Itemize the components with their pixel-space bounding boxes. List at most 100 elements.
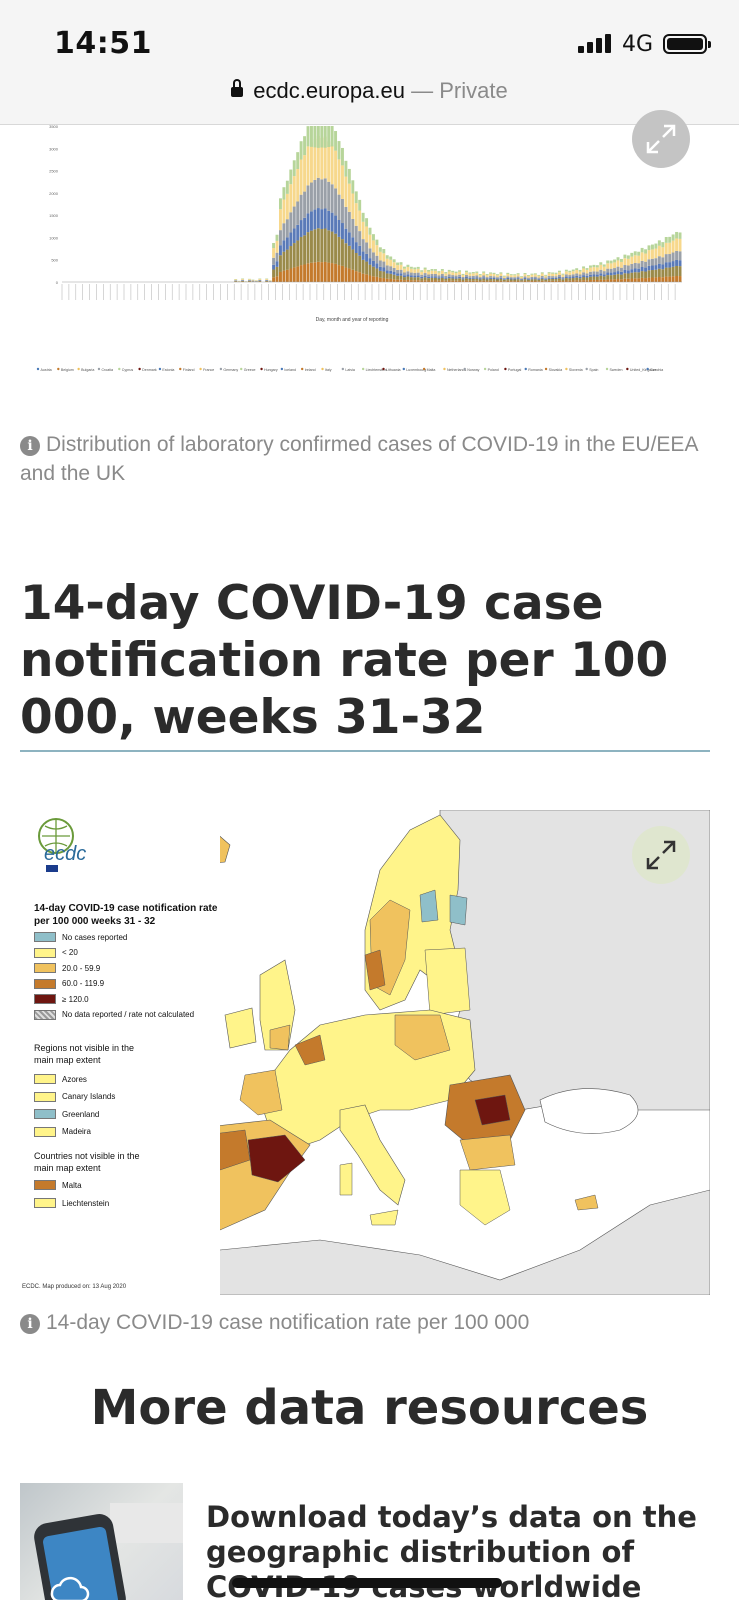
bar-segment — [351, 194, 354, 219]
bar-segment — [365, 254, 368, 262]
bar-segment — [441, 278, 444, 281]
bar-segment — [537, 276, 540, 278]
bar-segment — [286, 237, 289, 249]
bar-segment — [393, 279, 396, 282]
bar-segment — [496, 274, 499, 275]
bar-segment — [561, 277, 564, 279]
bar-segment — [603, 264, 606, 266]
legend-swatch — [34, 979, 56, 989]
bar-segment — [406, 271, 409, 274]
bar-segment — [610, 269, 613, 273]
bar-segment — [582, 277, 585, 280]
bar-segment — [338, 237, 341, 265]
bar-segment — [582, 275, 585, 277]
bar-segment — [444, 278, 447, 279]
bar-segment — [679, 239, 682, 251]
bar-segment — [506, 276, 509, 278]
bar-segment — [307, 146, 310, 185]
bar-segment — [551, 278, 554, 279]
covid-rate-map[interactable]: ecdc 14-day COVID-19 case notification r… — [20, 810, 710, 1295]
legend-marker — [586, 368, 588, 370]
bar-segment — [393, 259, 396, 262]
bar-segment — [386, 270, 389, 273]
legend-label: Sweden — [610, 368, 623, 372]
bar-segment — [634, 263, 637, 269]
bar-segment — [320, 179, 323, 209]
bar-segment — [527, 276, 530, 278]
bar-segment — [661, 242, 664, 247]
url-bar[interactable]: ecdc.europa.eu — Private — [0, 78, 739, 104]
bar-segment — [558, 272, 561, 275]
bar-segment — [503, 276, 506, 278]
expand-chart-button[interactable] — [632, 110, 690, 168]
bar-segment — [610, 275, 613, 279]
bar-segment — [486, 275, 489, 277]
bar-segment — [451, 271, 454, 272]
bar-segment — [355, 271, 358, 282]
bar-segment — [396, 276, 399, 280]
bar-segment — [324, 262, 327, 282]
bar-segment — [555, 279, 558, 281]
bar-segment — [672, 241, 675, 253]
legend-marker — [504, 368, 506, 370]
bar-segment — [586, 270, 589, 273]
bar-segment — [286, 270, 289, 282]
legend-marker — [403, 368, 405, 370]
bar-segment — [410, 269, 413, 273]
bar-segment — [561, 279, 564, 281]
bar-segment — [579, 270, 582, 272]
bar-segment — [572, 270, 575, 272]
bar-segment — [506, 274, 509, 276]
home-indicator[interactable] — [232, 1578, 502, 1588]
bar-segment — [548, 278, 551, 279]
bar-segment — [572, 278, 575, 280]
bar-segment — [558, 271, 561, 272]
resource-link-title[interactable]: Download today’s data on the geographic … — [206, 1500, 726, 1605]
bar-segment — [355, 191, 358, 203]
bar-segment — [599, 280, 602, 282]
bar-segment — [510, 277, 513, 278]
bar-segment — [417, 267, 420, 269]
bar-segment — [382, 262, 385, 268]
bar-segment — [386, 259, 389, 266]
bar-segment — [427, 277, 430, 278]
legend-marker — [525, 368, 527, 370]
bar-segment — [675, 266, 678, 276]
bar-segment — [444, 273, 447, 275]
bar-segment — [296, 152, 299, 169]
bar-segment — [627, 279, 630, 282]
bar-segment — [448, 271, 451, 274]
bar-segment — [472, 272, 475, 273]
bar-segment — [606, 260, 609, 263]
bar-segment — [444, 272, 447, 273]
bar-segment — [603, 276, 606, 280]
region-label: Azores — [62, 1075, 87, 1084]
expand-map-button[interactable] — [632, 826, 690, 884]
bar-segment — [379, 247, 382, 252]
bar-segment — [654, 270, 657, 278]
bar-segment — [420, 277, 423, 278]
bar-segment — [317, 228, 320, 262]
bar-segment — [320, 229, 323, 262]
bar-segment — [258, 281, 261, 282]
bar-segment — [534, 277, 537, 279]
legend-label: Poland — [488, 368, 499, 372]
legend-marker — [362, 368, 364, 370]
resource-thumbnail[interactable] — [20, 1483, 183, 1600]
bar-segment — [313, 229, 316, 262]
bar-segment — [606, 273, 609, 276]
bar-segment — [289, 233, 292, 246]
bar-segment — [479, 279, 482, 280]
bar-segment — [241, 279, 244, 280]
bar-segment — [334, 151, 337, 189]
bar-segment — [617, 279, 620, 282]
bar-segment — [634, 278, 637, 282]
status-time: 14:51 — [54, 26, 152, 61]
legend-marker — [159, 368, 161, 370]
bar-segment — [324, 229, 327, 262]
bar-segment — [427, 270, 430, 272]
bar-segment — [479, 279, 482, 281]
bar-segment — [293, 176, 296, 206]
bar-segment — [679, 260, 682, 266]
legend-label: Malta — [427, 368, 436, 372]
